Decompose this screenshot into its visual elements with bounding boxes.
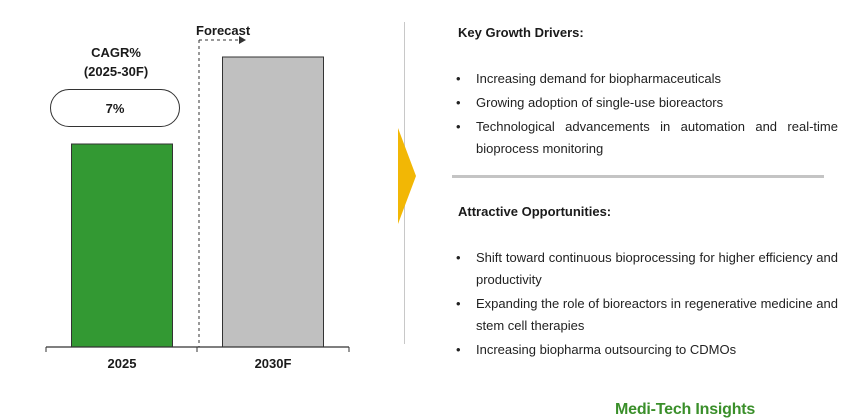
chevron-right-icon [398, 128, 416, 224]
opportunities-list: • Shift toward continuous bioprocessing … [456, 247, 838, 363]
bars-layer [71, 56, 324, 348]
cagr-value-badge: 7% [50, 89, 180, 127]
cagr-value: 7% [105, 100, 125, 116]
x-tick-label: 2030F [255, 356, 292, 371]
list-item: • Increasing biopharma outsourcing to CD… [456, 339, 838, 361]
brand-logo: Medi-Tech Insights [615, 401, 756, 418]
opportunities-title: Attractive Opportunities: [458, 204, 612, 219]
list-item: • Expanding the role of bioreactors in r… [456, 293, 838, 337]
driver-text: Technological advancements in automation… [476, 119, 838, 156]
cagr-label: CAGR% (2025-30F) [66, 43, 166, 81]
bullet-icon: • [456, 250, 461, 265]
bullet-icon: • [456, 119, 461, 134]
opportunity-text: Shift toward continuous bioprocessing fo… [476, 250, 838, 287]
list-item: • Technological advancements in automati… [456, 116, 838, 160]
forecast-label: Forecast [196, 23, 251, 38]
cagr-label-line2: (2025-30F) [83, 64, 149, 79]
market-bar-chart: 2025 2030F [45, 36, 350, 371]
opportunity-text: Increasing biopharma outsourcing to CDMO… [476, 342, 737, 357]
opportunity-text: Expanding the role of bioreactors in reg… [476, 296, 838, 333]
bar-2030f [222, 56, 324, 348]
horizontal-divider [452, 175, 824, 178]
x-tick-label: 2025 [108, 356, 137, 371]
list-item: • Increasing demand for biopharmaceutica… [456, 68, 838, 90]
drivers-list: • Increasing demand for biopharmaceutica… [456, 68, 838, 162]
bullet-icon: • [456, 71, 461, 86]
bullet-icon: • [456, 95, 461, 110]
cagr-label-line1: CAGR% [91, 45, 141, 60]
list-item: • Growing adoption of single-use bioreac… [456, 92, 838, 114]
bullet-icon: • [456, 342, 461, 357]
driver-text: Increasing demand for biopharmaceuticals [476, 71, 721, 86]
drivers-title: Key Growth Drivers: [458, 25, 584, 40]
driver-text: Growing adoption of single-use bioreacto… [476, 95, 724, 110]
list-item: • Shift toward continuous bioprocessing … [456, 247, 838, 291]
bar-2025 [71, 143, 173, 348]
bullet-icon: • [456, 296, 461, 311]
forecast-arrow-head [239, 36, 246, 44]
ticks-layer: 2025 2030F [108, 356, 292, 371]
